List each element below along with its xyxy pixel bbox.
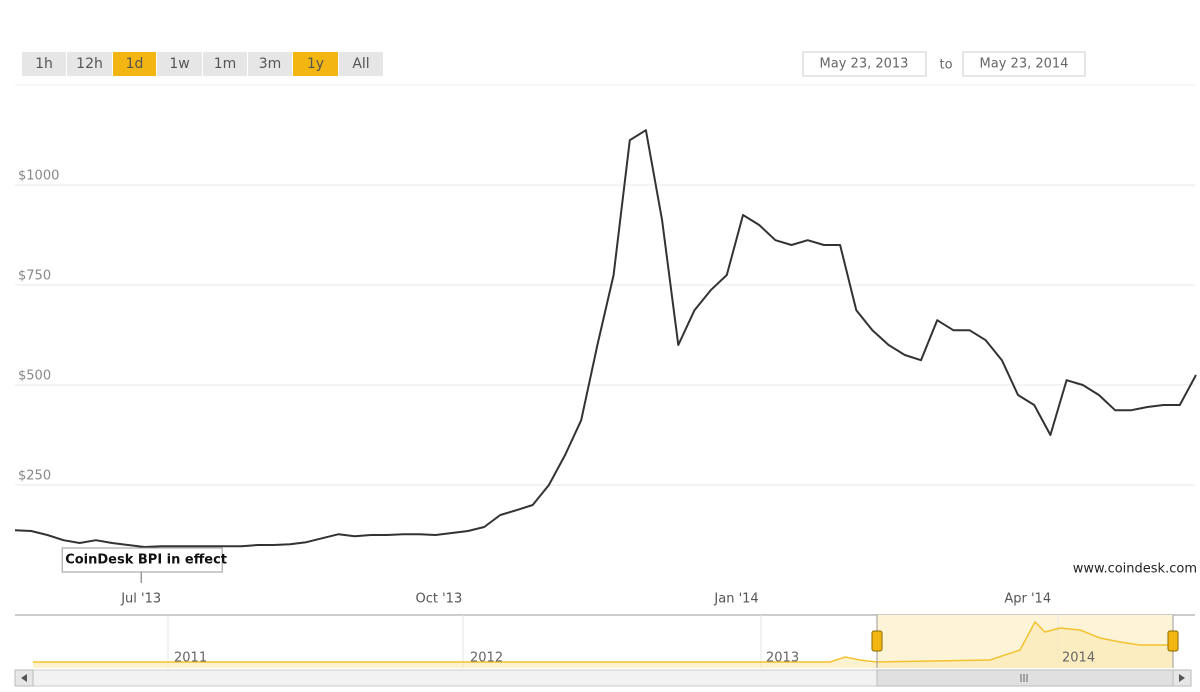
- grid: $250 $500 $750 $1000 Jul '13 Oct '13 Jan '14 Ap…: [15, 169, 1195, 607]
- price-line: [14, 129, 1197, 548]
- credit: www.coindesk.com: [1073, 562, 1197, 577]
- range-button[interactable]: [248, 52, 292, 76]
- navigator-labels: 2011 2012 2013 2014: [174, 651, 1095, 666]
- navigator: 2011 2012 2013 2014: [14, 614, 1195, 687]
- range-selector: 1h 12h 1d 1w 1m 3m 1y All: [22, 52, 383, 76]
- y-tick-label: $500: [18, 369, 51, 384]
- scrollbar-grip: [1020, 674, 1028, 682]
- scrollbar-thumb[interactable]: [876, 669, 1174, 687]
- navigator-area: [33, 622, 1173, 668]
- range-button[interactable]: [113, 52, 156, 76]
- range-button-label: 1h: [35, 56, 53, 72]
- date-separator: to: [939, 58, 952, 73]
- navigator-label: 2014: [1062, 651, 1095, 666]
- date-from: May 23, 2013: [820, 57, 909, 72]
- range-button[interactable]: [293, 52, 338, 76]
- range-button[interactable]: [203, 52, 247, 76]
- annotation-text: CoinDesk BPI in effect: [65, 553, 227, 568]
- range-button-label: 12h: [76, 56, 103, 72]
- x-tick-label: Jul '13: [120, 592, 161, 607]
- navigator-handle[interactable]: [871, 630, 883, 652]
- date-from-box[interactable]: [802, 51, 927, 77]
- navigator-line: [33, 620, 1173, 663]
- y-tick-label: $1000: [18, 169, 59, 184]
- navigator-label: 2011: [174, 651, 207, 666]
- range-button-label: 1w: [169, 56, 189, 72]
- annotation-box: [61, 547, 223, 573]
- range-button-label: 1y: [307, 56, 324, 72]
- x-tick-label: Apr '14: [1004, 592, 1051, 607]
- navigator-handle[interactable]: [1167, 630, 1179, 652]
- navigator-label: 2013: [766, 651, 799, 666]
- scroll-right-arrow: [1179, 674, 1185, 682]
- range-button[interactable]: [67, 52, 112, 76]
- range-button-label: All: [352, 56, 369, 72]
- y-tick-label: $250: [18, 469, 51, 484]
- x-tick-label: Oct '13: [415, 592, 462, 607]
- date-to-box[interactable]: [962, 51, 1086, 77]
- range-button[interactable]: [157, 52, 202, 76]
- x-tick-label: Jan '14: [713, 592, 758, 607]
- navigator-label: 2012: [470, 651, 503, 666]
- scroll-left-arrow: [21, 674, 27, 682]
- date-to: May 23, 2014: [980, 57, 1069, 72]
- range-button-label: 1d: [126, 56, 144, 72]
- y-tick-label: $750: [18, 269, 51, 284]
- plot: CoinDesk BPI in effect: [14, 129, 1197, 583]
- range-button[interactable]: [339, 52, 383, 76]
- range-button-label: 3m: [259, 56, 282, 72]
- range-button[interactable]: [22, 52, 66, 76]
- range-button-label: 1m: [214, 56, 237, 72]
